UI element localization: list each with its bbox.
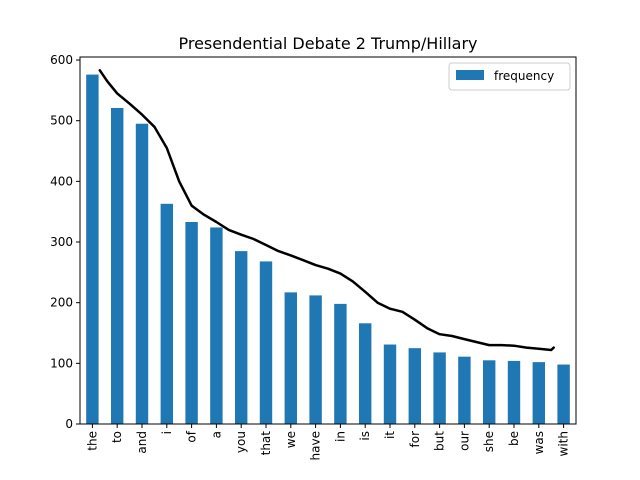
x-tick-label: is [358, 431, 372, 441]
x-tick-label: she [482, 431, 496, 452]
x-tick-label: you [234, 431, 248, 453]
bar-that [259, 261, 273, 424]
y-tick-label: 400 [50, 174, 73, 188]
y-tick-label: 200 [50, 296, 73, 310]
x-tick-label: but [433, 431, 447, 451]
y-tick-label: 600 [50, 53, 73, 67]
x-tick-label: was [532, 431, 546, 454]
bars-layer [86, 74, 570, 425]
x-tick-label: our [457, 431, 471, 451]
x-tick-label: i [160, 431, 174, 434]
bar-with [557, 364, 570, 424]
legend-box [448, 62, 571, 91]
x-tick-label: in [333, 431, 347, 442]
y-tick-label: 0 [65, 417, 73, 431]
x-tick-label: with [557, 431, 571, 456]
bar-it [383, 344, 397, 424]
x-tick-label: a [209, 431, 223, 438]
bar-have [309, 295, 322, 424]
bar-you [235, 251, 248, 424]
x-tick-label: that [259, 431, 273, 456]
x-tick-label: we [284, 431, 298, 448]
bar-was [532, 362, 545, 424]
y-tick-label: 100 [50, 356, 73, 370]
bar-a [210, 227, 223, 424]
chart-title: Presendential Debate 2 Trump/Hillary [178, 34, 477, 53]
bar-of [185, 222, 198, 424]
bar-to [111, 107, 124, 425]
x-tick-label: have [309, 431, 323, 460]
bar-she [483, 360, 496, 424]
x-tick-label: the [85, 431, 99, 451]
bar-for [408, 348, 421, 424]
bar-and [135, 123, 149, 424]
bar-in [334, 303, 347, 424]
axes-layer: 0 100 200 300 400 500 600 the to and i of a you that we… [50, 53, 577, 460]
x-tick-label: be [507, 431, 521, 446]
legend-swatch [456, 70, 484, 80]
x-tick-label: to [110, 431, 124, 443]
x-tick-label: it [383, 431, 397, 439]
y-tick-label: 300 [50, 235, 73, 249]
bar-our [458, 356, 471, 424]
overlay-line-layer [98, 69, 555, 352]
bar-be [507, 360, 521, 424]
x-tick-label: of [185, 430, 199, 442]
bar-i [160, 203, 173, 424]
plot-frame [79, 56, 577, 425]
bar-but [433, 352, 446, 424]
bar-we [284, 292, 297, 424]
overlay-line [98, 69, 555, 352]
legend: frequency [448, 62, 571, 91]
y-tick-label: 500 [50, 114, 73, 128]
x-tick-label: and [135, 431, 149, 454]
x-tick-label: for [408, 431, 422, 448]
bar-is [359, 323, 372, 424]
legend-label: frequency [494, 69, 554, 83]
bar-the [86, 74, 99, 424]
